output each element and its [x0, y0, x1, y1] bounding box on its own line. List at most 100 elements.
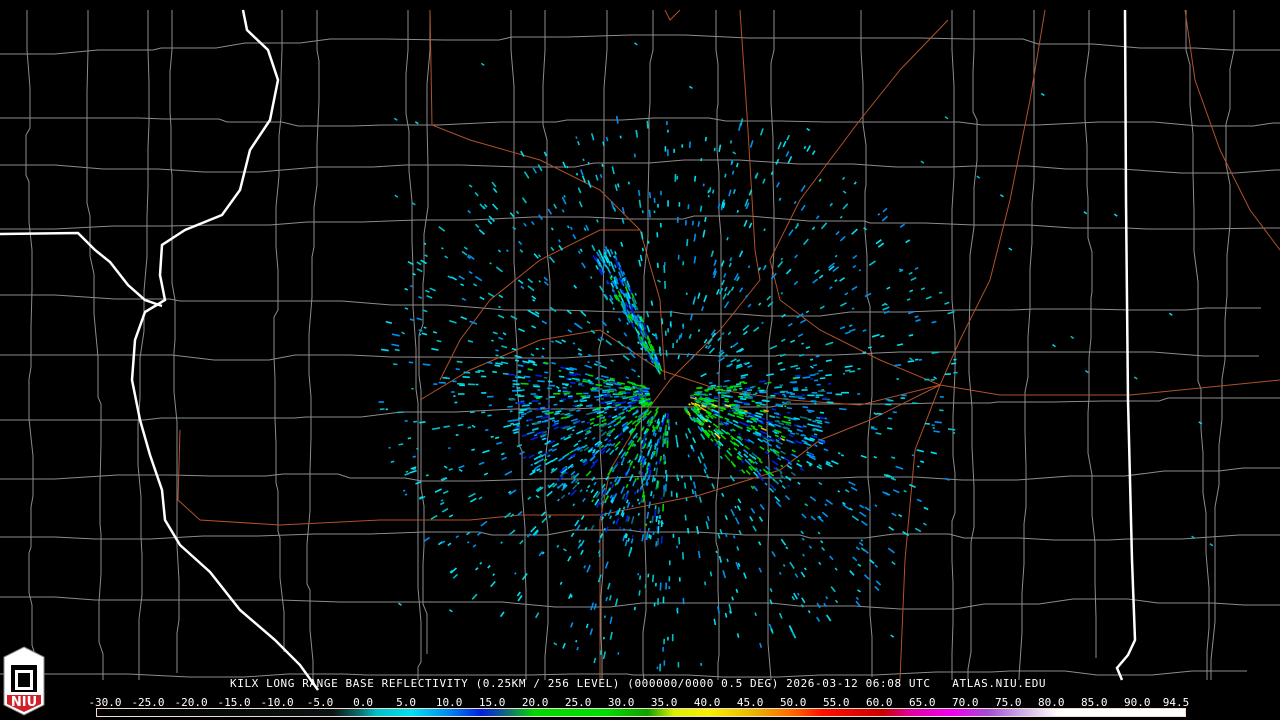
echo-gate [785, 423, 792, 427]
echo-gate [409, 284, 413, 288]
echo-gate [806, 460, 813, 466]
echo-gate [874, 504, 878, 507]
echo-gate [609, 298, 614, 305]
echo-gate [728, 603, 732, 611]
echo-gate [711, 483, 716, 490]
echo-gate [422, 363, 431, 366]
echo-gate [713, 147, 716, 152]
echo-gate [431, 427, 441, 430]
echo-gate [573, 472, 580, 479]
echo-gate [614, 382, 622, 386]
echo-gate [467, 209, 471, 214]
echo-gate [659, 455, 662, 461]
echo-gate [1168, 312, 1173, 316]
county-line [0, 467, 1280, 482]
echo-gate [769, 448, 777, 454]
echo-gate [608, 429, 613, 433]
echo-gate [647, 449, 651, 455]
county-line [967, 10, 978, 680]
echo-gate [803, 567, 807, 571]
echo-gate [818, 561, 822, 566]
echo-gate [712, 189, 715, 194]
echo-gate [598, 553, 601, 558]
echo-gate [754, 417, 759, 421]
echo-gate [767, 301, 774, 308]
echo-gate [662, 432, 665, 441]
echo-gate [618, 526, 622, 530]
echo-gate [492, 331, 498, 335]
echo-gate [807, 418, 812, 421]
echo-gate [546, 426, 550, 430]
echo-gate [687, 427, 692, 434]
echo-gate [577, 353, 582, 356]
echo-gate [806, 127, 811, 132]
echo-gate [626, 346, 633, 353]
echo-gate [830, 586, 836, 593]
echo-gate [722, 293, 727, 300]
echo-gate [704, 433, 710, 439]
echo-gate [931, 351, 940, 354]
echo-gate [877, 242, 885, 248]
echo-gate [575, 524, 581, 531]
echo-gate [547, 208, 553, 215]
echo-gate [731, 428, 736, 432]
echo-gate [638, 259, 642, 267]
echo-gate [947, 428, 956, 431]
echo-gate [800, 319, 807, 324]
echo-gate [541, 551, 545, 555]
echo-gate [934, 421, 942, 424]
echo-gate [735, 365, 743, 370]
radar-echoes [378, 42, 1214, 672]
echo-gate [570, 594, 573, 598]
echo-gate [391, 343, 400, 347]
echo-gate [659, 366, 663, 371]
echo-gate [728, 452, 733, 457]
echo-gate [750, 507, 756, 514]
echo-gate [914, 315, 919, 319]
echo-gate [690, 396, 697, 400]
echo-gate [604, 437, 609, 442]
echo-gate [699, 406, 707, 412]
echo-gate [603, 615, 606, 619]
echo-gate [867, 346, 872, 349]
echo-gate [629, 352, 636, 359]
echo-gate [916, 498, 922, 503]
echo-gate [703, 294, 708, 303]
echo-gate [818, 441, 824, 445]
echo-gate [750, 485, 755, 490]
echo-gate [625, 409, 629, 412]
echo-gate [707, 189, 710, 194]
echo-gate [585, 623, 589, 629]
echo-gate [730, 437, 734, 441]
echo-gate [706, 474, 710, 479]
echo-gate [753, 419, 758, 423]
echo-gate [647, 467, 651, 472]
echo-gate [527, 368, 533, 371]
echo-gate [442, 490, 449, 495]
echo-gate [757, 419, 763, 423]
echo-gate [577, 141, 580, 146]
echo-gate [584, 436, 588, 440]
echo-gate [688, 85, 693, 90]
echo-gate [643, 397, 648, 401]
echo-gate [528, 454, 535, 459]
echo-gate [613, 276, 618, 283]
echo-gate [676, 442, 679, 448]
echo-gate [744, 361, 750, 366]
echo-gate [789, 431, 796, 436]
echo-gate [603, 248, 608, 255]
echo-gate [584, 427, 590, 432]
echo-gate [593, 603, 597, 610]
echo-gate [412, 272, 416, 276]
echo-gate [631, 323, 636, 329]
echo-gate [560, 416, 565, 420]
echo-gate [844, 365, 853, 368]
echo-gate [640, 231, 644, 240]
echo-gate [816, 421, 823, 425]
echo-gate [647, 474, 651, 480]
echo-gate [579, 458, 584, 462]
echo-gate [718, 144, 722, 152]
echo-gate [626, 322, 629, 326]
echo-gate [729, 257, 733, 262]
echo-gate [720, 206, 724, 211]
